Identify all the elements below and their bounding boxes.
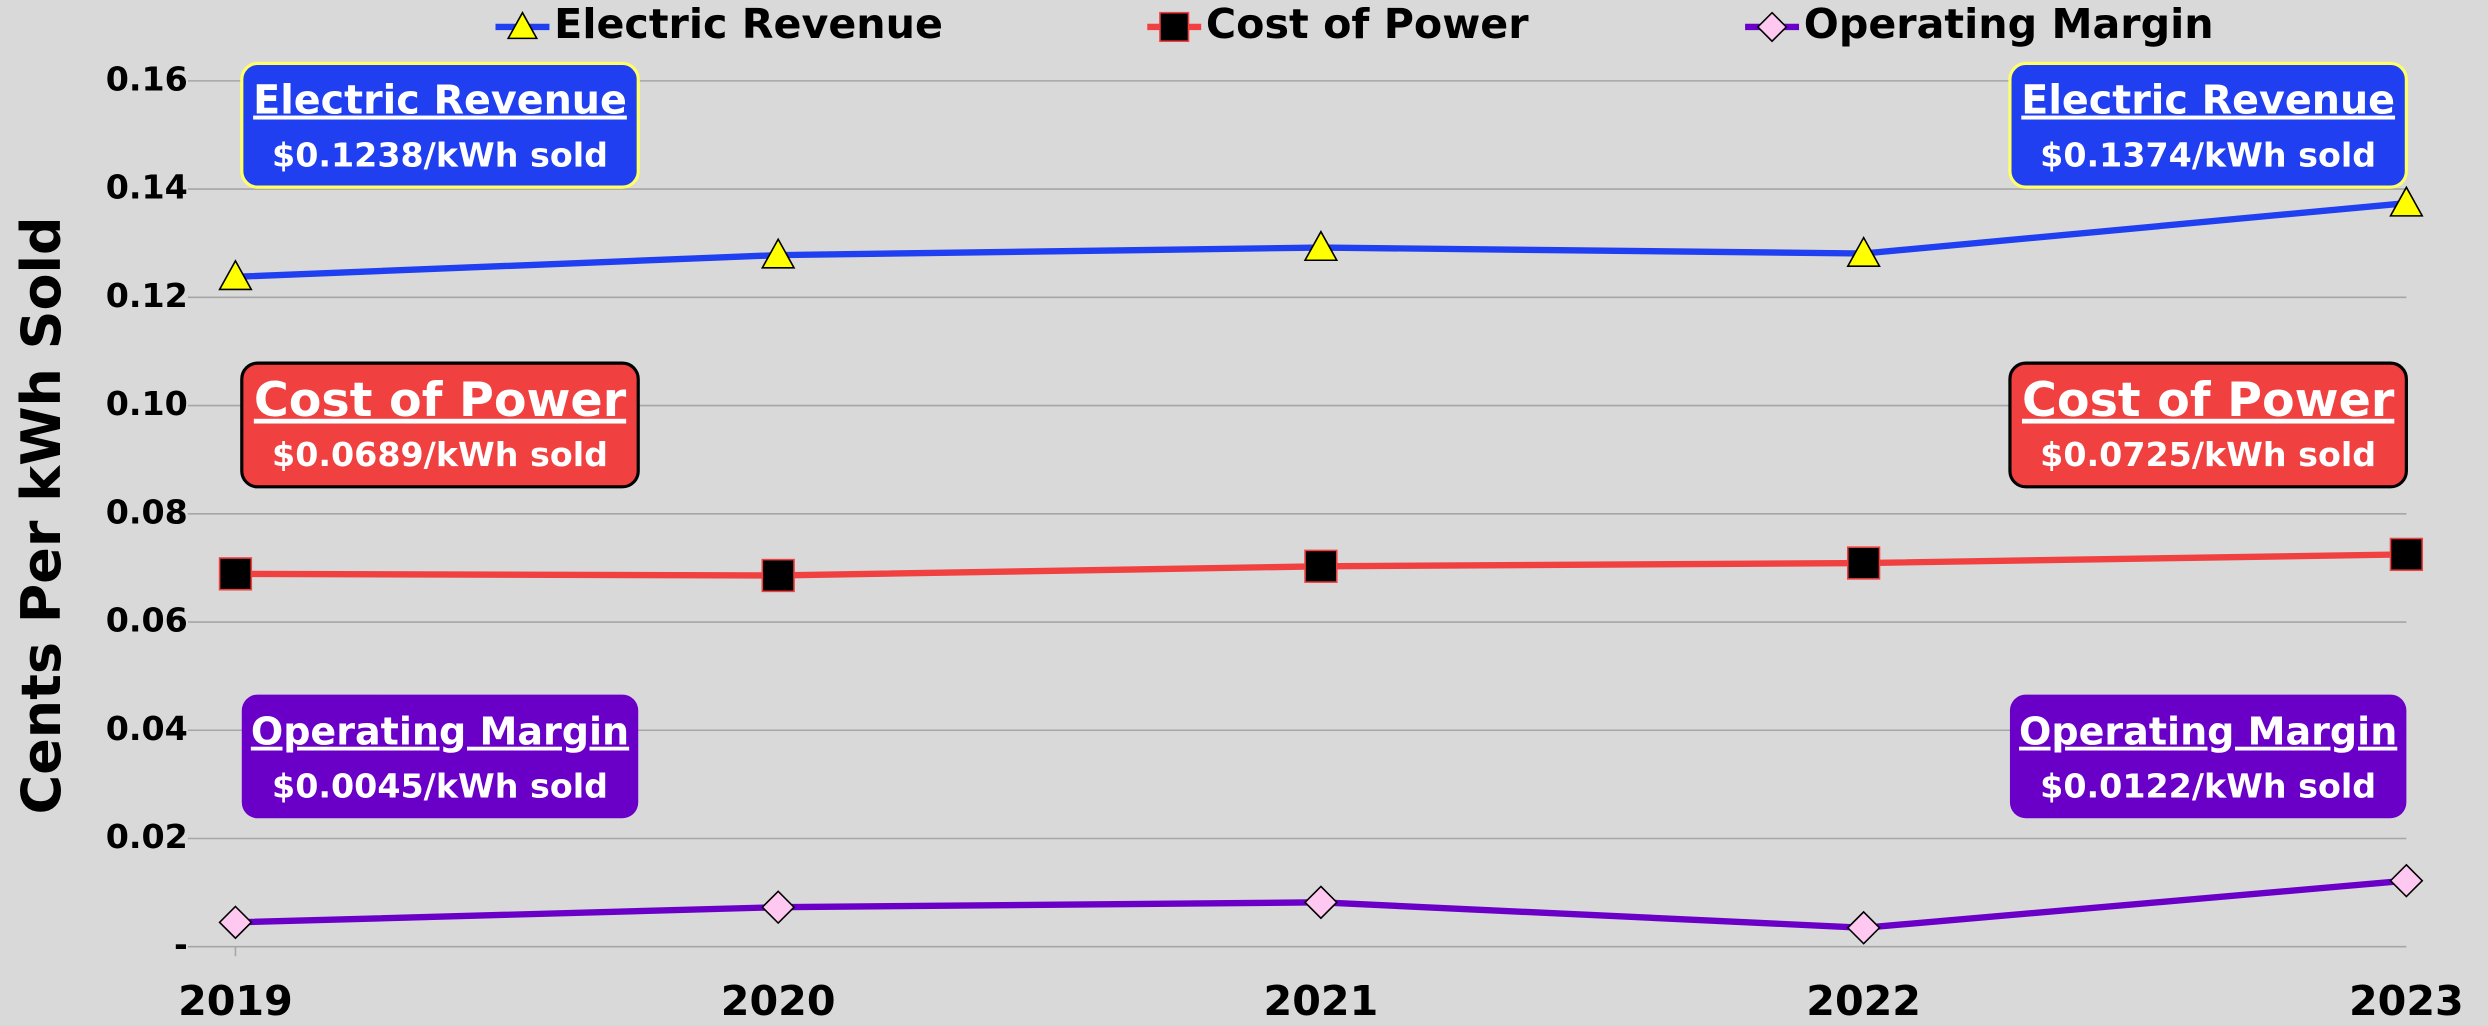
marker <box>2389 863 2424 898</box>
marker <box>1846 236 1881 267</box>
y-tick-label: - <box>174 925 188 964</box>
annotation-title: Cost of Power <box>2022 373 2395 428</box>
x-tick-label: 2021 <box>1264 977 1379 1025</box>
marker <box>761 558 795 593</box>
marker <box>1846 910 1881 945</box>
annotation-title: Electric Revenue <box>253 78 627 124</box>
x-tick-label: 2020 <box>721 977 836 1025</box>
annotation-box <box>241 694 639 819</box>
annotation-box <box>2008 361 2408 489</box>
y-tick-label: 0.14 <box>106 168 188 207</box>
marker <box>218 259 253 291</box>
marker <box>1303 885 1338 920</box>
y-tick-label: 0.02 <box>106 817 188 856</box>
marker <box>761 890 796 925</box>
annotation-text: $0.1238/kWh sold <box>272 135 608 174</box>
marker <box>2389 185 2424 217</box>
annotation-box <box>240 61 640 189</box>
annotation-box <box>240 361 640 489</box>
marker <box>1846 546 1881 580</box>
marker <box>1756 11 1788 43</box>
legend-label: Cost of Power <box>1206 0 1529 48</box>
annotation-text: $0.0689/kWh sold <box>272 435 608 474</box>
legend-label: Operating Margin <box>1804 0 2214 48</box>
marker <box>760 237 796 269</box>
annotation-text: $0.0725/kWh sold <box>2040 435 2376 474</box>
annotation-text: $0.1374/kWh sold <box>2040 135 2376 174</box>
marker <box>1159 11 1190 43</box>
marker <box>1303 230 1339 262</box>
marker <box>218 557 253 591</box>
x-tick-label: 2022 <box>1806 977 1921 1025</box>
y-tick-label: 0.10 <box>106 384 188 423</box>
y-tick-label: 0.04 <box>106 709 188 748</box>
y-tick-label: 0.16 <box>106 59 188 98</box>
annotation-box <box>2009 694 2407 819</box>
annotation-title: Electric Revenue <box>2021 78 2395 124</box>
annotation-box <box>2008 61 2408 189</box>
annotation-text: $0.0122/kWh sold <box>2040 767 2376 806</box>
annotation-title: Operating Margin <box>2019 710 2397 754</box>
marker <box>506 11 539 40</box>
marker <box>2389 537 2424 572</box>
annotation-title: Operating Margin <box>251 710 629 754</box>
y-tick-label: 0.08 <box>106 492 188 531</box>
marker <box>1304 549 1338 583</box>
x-tick-label: 2019 <box>178 977 293 1025</box>
annotation-title: Cost of Power <box>254 373 627 428</box>
x-tick-label: 2023 <box>2349 977 2464 1025</box>
y-tick-label: 0.12 <box>106 276 188 315</box>
annotation-text: $0.0045/kWh sold <box>272 767 608 806</box>
legend-label: Electric Revenue <box>554 0 943 48</box>
y-axis-label: Cents Per kWh Sold <box>10 216 73 814</box>
y-tick-label: 0.06 <box>106 601 188 640</box>
marker <box>218 905 253 940</box>
